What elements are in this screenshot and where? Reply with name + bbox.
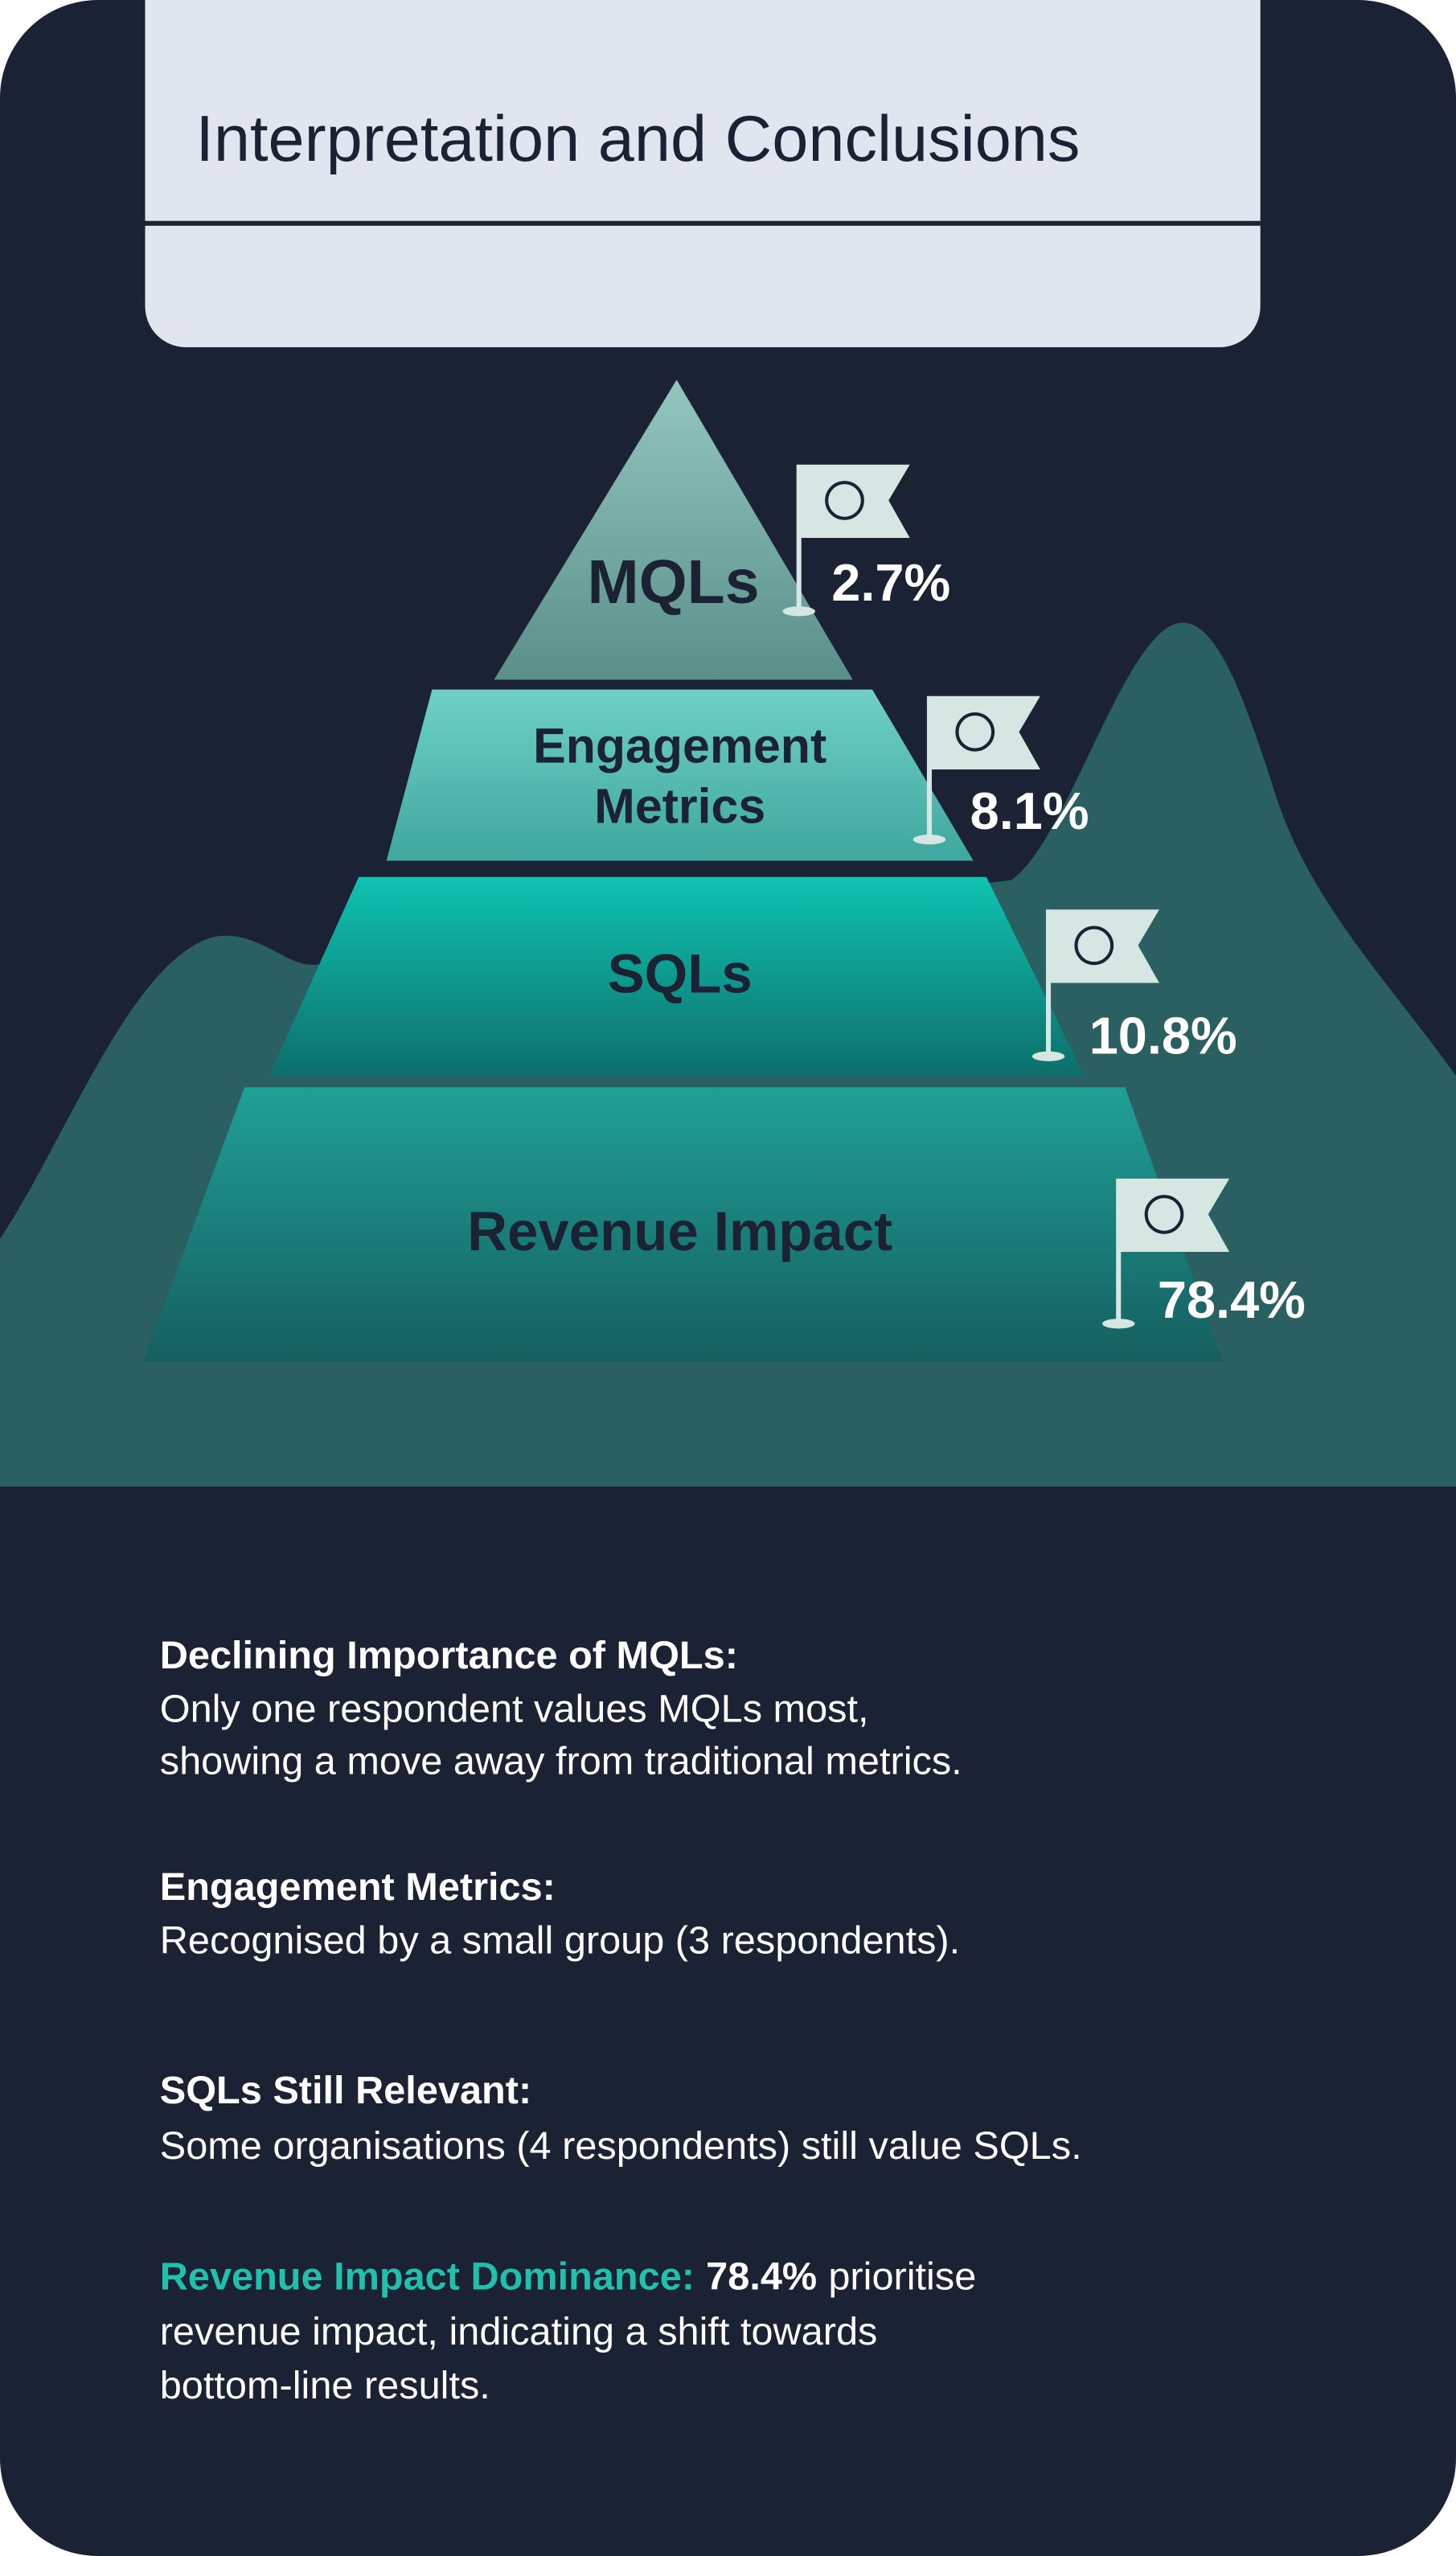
flags: 2.7% 8.1% 10.8% 78.4% <box>782 464 1306 1329</box>
finding-text: revenue impact, indicating a shift towar… <box>160 2310 878 2353</box>
tier-label: Engagement <box>533 719 826 773</box>
finding-text: bottom-line results. <box>160 2364 490 2407</box>
finding-heading: SQLs Still Relevant: <box>160 2069 531 2112</box>
flag-base <box>1101 1319 1135 1329</box>
header-title: Interpretation and Conclusions <box>195 103 1080 175</box>
percent-label: 2.7% <box>831 553 950 612</box>
finding-heading-line: Declining Importance of MQLs: <box>160 1634 738 1677</box>
finding-heading-line: Revenue Impact Dominance: 78.4% prioritise <box>160 2254 977 2298</box>
flag-icon <box>825 481 864 520</box>
finding-text: Only one respondent values MQLs most, <box>160 1688 869 1731</box>
tier-label: SQLs <box>608 943 753 1005</box>
finding-emphasis: 78.4% <box>706 2254 817 2298</box>
finding-heading-line: Engagement Metrics: <box>160 1865 556 1909</box>
finding-text: showing a move away from traditional met… <box>160 1740 962 1783</box>
percent-label: 78.4% <box>1158 1270 1306 1329</box>
tier-shape <box>269 876 1085 1077</box>
finding-heading: Engagement Metrics: <box>160 1865 556 1909</box>
tier-shape <box>386 689 974 861</box>
flag <box>1048 909 1159 983</box>
finding-heading: Revenue Impact Dominance: <box>160 2254 695 2298</box>
flag-base <box>782 606 815 617</box>
findings: Declining Importance of MQLs: Only one re… <box>160 1634 1082 2407</box>
tier-shape <box>494 380 853 680</box>
percent-label: 8.1% <box>970 782 1089 840</box>
finding-heading: Declining Importance of MQLs: <box>160 1634 738 1677</box>
tier-labels: MQLs Engagement Metrics SQLs Revenue Impact <box>467 548 892 1262</box>
tier-label: Metrics <box>594 779 765 834</box>
header-card <box>145 0 1261 347</box>
flag-icon <box>1074 925 1114 966</box>
tier-label: Revenue Impact <box>467 1200 892 1262</box>
flag-base <box>913 835 946 845</box>
flag-icon <box>955 712 995 752</box>
percent-label: 10.8% <box>1089 1007 1237 1065</box>
finding-text: Recognised by a small group (3 responden… <box>160 1919 960 1963</box>
flag-icon <box>1144 1195 1184 1234</box>
tier-shape <box>143 1087 1223 1361</box>
flag <box>798 464 910 539</box>
finding-text: prioritise <box>828 2254 976 2298</box>
finding-text: Some organisations (4 respondents) still… <box>160 2124 1082 2168</box>
flag <box>1118 1178 1230 1253</box>
finding-heading-line: SQLs Still Relevant: <box>160 2069 531 2112</box>
tier-label: MQLs <box>588 548 760 617</box>
flag <box>929 695 1040 769</box>
flag-base <box>1032 1051 1065 1061</box>
